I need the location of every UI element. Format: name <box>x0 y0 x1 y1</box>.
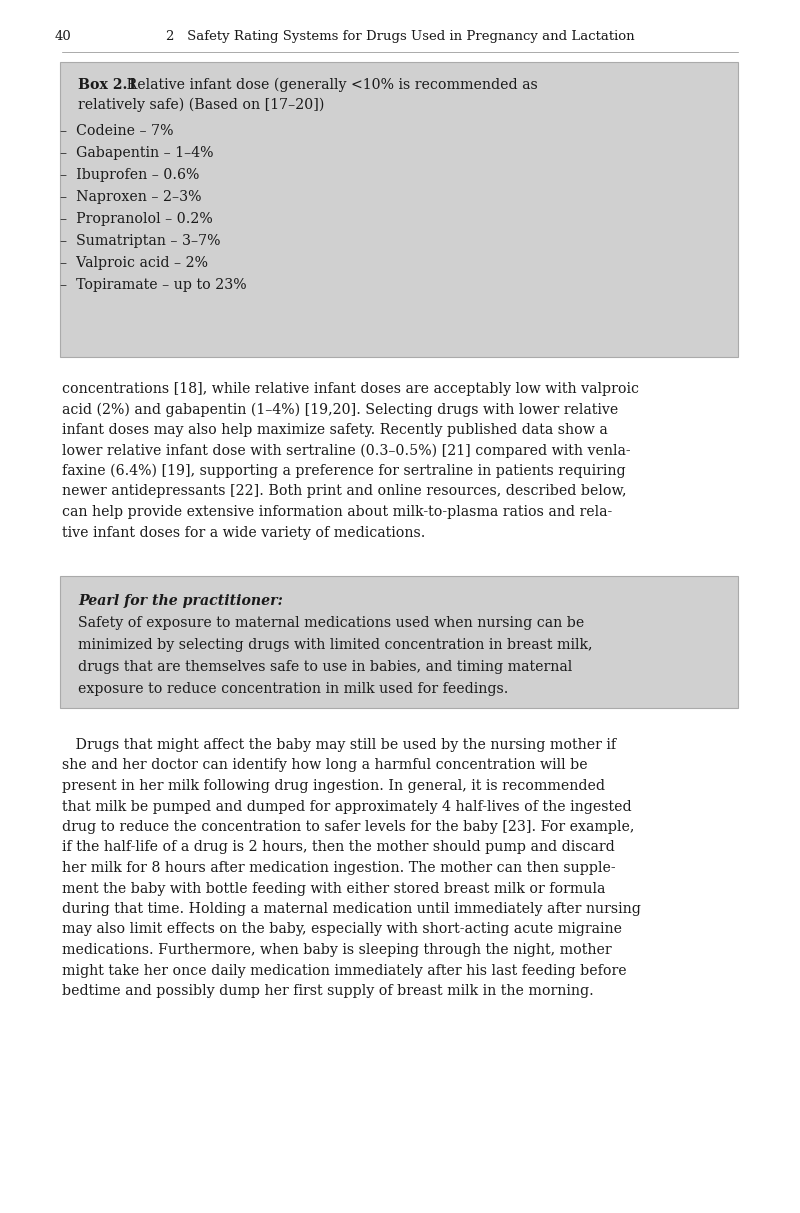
Text: exposure to reduce concentration in milk used for feedings.: exposure to reduce concentration in milk… <box>78 682 508 696</box>
Text: bedtime and possibly dump her first supply of breast milk in the morning.: bedtime and possibly dump her first supp… <box>62 984 594 998</box>
Text: –  Codeine – 7%: – Codeine – 7% <box>60 124 174 138</box>
Text: –  Propranolol – 0.2%: – Propranolol – 0.2% <box>60 212 213 226</box>
Text: newer antidepressants [22]. Both print and online resources, described below,: newer antidepressants [22]. Both print a… <box>62 484 626 499</box>
FancyBboxPatch shape <box>60 576 738 708</box>
Text: drugs that are themselves safe to use in babies, and timing maternal: drugs that are themselves safe to use in… <box>78 660 572 674</box>
Text: –  Sumatriptan – 3–7%: – Sumatriptan – 3–7% <box>60 234 221 247</box>
Text: –  Gabapentin – 1–4%: – Gabapentin – 1–4% <box>60 146 214 160</box>
Text: –  Naproxen – 2–3%: – Naproxen – 2–3% <box>60 190 202 204</box>
Text: Relative infant dose (generally <10% is recommended as: Relative infant dose (generally <10% is … <box>122 78 538 92</box>
Text: Pearl for the practitioner:: Pearl for the practitioner: <box>78 594 283 608</box>
Text: can help provide extensive information about milk-to-plasma ratios and rela-: can help provide extensive information a… <box>62 505 612 519</box>
Text: acid (2%) and gabapentin (1–4%) [19,20]. Selecting drugs with lower relative: acid (2%) and gabapentin (1–4%) [19,20].… <box>62 403 618 417</box>
Text: relatively safe) (Based on [17–20]): relatively safe) (Based on [17–20]) <box>78 98 324 113</box>
Text: –  Ibuprofen – 0.6%: – Ibuprofen – 0.6% <box>60 167 199 182</box>
Text: minimized by selecting drugs with limited concentration in breast milk,: minimized by selecting drugs with limite… <box>78 638 593 653</box>
Text: medications. Furthermore, when baby is sleeping through the night, mother: medications. Furthermore, when baby is s… <box>62 943 612 957</box>
Text: 2   Safety Rating Systems for Drugs Used in Pregnancy and Lactation: 2 Safety Rating Systems for Drugs Used i… <box>166 30 634 42</box>
Text: –  Topiramate – up to 23%: – Topiramate – up to 23% <box>60 278 246 292</box>
Text: she and her doctor can identify how long a harmful concentration will be: she and her doctor can identify how long… <box>62 758 588 773</box>
Text: infant doses may also help maximize safety. Recently published data show a: infant doses may also help maximize safe… <box>62 423 608 437</box>
FancyBboxPatch shape <box>60 62 738 357</box>
Text: Drugs that might affect the baby may still be used by the nursing mother if: Drugs that might affect the baby may sti… <box>62 738 616 752</box>
Text: tive infant doses for a wide variety of medications.: tive infant doses for a wide variety of … <box>62 525 426 540</box>
Text: drug to reduce the concentration to safer levels for the baby [23]. For example,: drug to reduce the concentration to safe… <box>62 820 634 835</box>
Text: 40: 40 <box>55 30 72 42</box>
Text: faxine (6.4%) [19], supporting a preference for sertraline in patients requiring: faxine (6.4%) [19], supporting a prefere… <box>62 465 626 478</box>
Text: concentrations [18], while relative infant doses are acceptably low with valproi: concentrations [18], while relative infa… <box>62 382 639 395</box>
Text: ment the baby with bottle feeding with either stored breast milk or formula: ment the baby with bottle feeding with e… <box>62 882 606 895</box>
Text: if the half-life of a drug is 2 hours, then the mother should pump and discard: if the half-life of a drug is 2 hours, t… <box>62 841 614 854</box>
Text: might take her once daily medication immediately after his last feeding before: might take her once daily medication imm… <box>62 963 626 978</box>
Text: –  Valproic acid – 2%: – Valproic acid – 2% <box>60 256 208 270</box>
Text: during that time. Holding a maternal medication until immediately after nursing: during that time. Holding a maternal med… <box>62 902 641 916</box>
Text: present in her milk following drug ingestion. In general, it is recommended: present in her milk following drug inges… <box>62 779 605 793</box>
Text: Box 2.1: Box 2.1 <box>78 78 138 92</box>
Text: her milk for 8 hours after medication ingestion. The mother can then supple-: her milk for 8 hours after medication in… <box>62 861 616 875</box>
Text: lower relative infant dose with sertraline (0.3–0.5%) [21] compared with venla-: lower relative infant dose with sertrali… <box>62 444 630 457</box>
Text: that milk be pumped and dumped for approximately 4 half-lives of the ingested: that milk be pumped and dumped for appro… <box>62 799 632 814</box>
Text: may also limit effects on the baby, especially with short-acting acute migraine: may also limit effects on the baby, espe… <box>62 923 622 936</box>
Text: Safety of exposure to maternal medications used when nursing can be: Safety of exposure to maternal medicatio… <box>78 616 584 630</box>
